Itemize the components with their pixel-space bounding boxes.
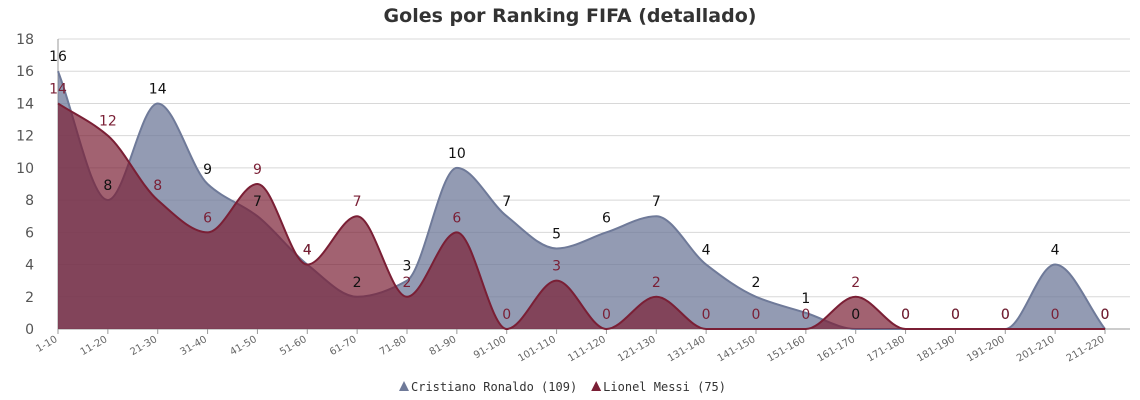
- legend-item-ronaldo[interactable]: Cristiano Ronaldo (109): [399, 380, 577, 394]
- x-tick-label: 111-120: [566, 334, 608, 364]
- data-label-ronaldo: 0: [1101, 307, 1110, 323]
- data-label-messi: 0: [702, 307, 711, 323]
- y-tick-label: 10: [16, 161, 34, 177]
- data-label-ronaldo: 7: [652, 194, 661, 210]
- data-label-messi: 0: [1101, 307, 1110, 323]
- x-axis: 1-10 11-20 21-30 31-40 41-50 51-60 61-70 71-80 8…: [34, 328, 1130, 364]
- area-fill-messi: [58, 103, 1105, 329]
- series-line-messi: [57, 102, 1105, 331]
- x-tick-label: 91-100: [472, 334, 508, 361]
- x-tick-label: 201-210: [1015, 334, 1057, 364]
- data-label-messi: 7: [353, 194, 362, 210]
- legend-item-messi[interactable]: Lionel Messi (75): [591, 380, 726, 394]
- x-tick-label: 101-110: [516, 334, 558, 364]
- data-label-messi: 4: [303, 243, 312, 259]
- legend-marker-ronaldo: [399, 381, 409, 391]
- x-tick-label: 71-80: [378, 334, 409, 358]
- data-label-ronaldo: 10: [448, 146, 466, 162]
- data-label-ronaldo: 14: [149, 81, 167, 97]
- data-label-messi: 8: [153, 178, 162, 194]
- data-label-messi: 0: [1051, 307, 1060, 323]
- data-label-ronaldo: 2: [752, 275, 761, 291]
- data-label-ronaldo: 1: [801, 291, 810, 307]
- data-label-messi: 2: [851, 275, 860, 291]
- data-label-messi: 14: [49, 81, 67, 97]
- data-label-messi: 3: [552, 259, 561, 275]
- x-tick-label: 181-190: [915, 334, 957, 364]
- legend-label-messi: Lionel Messi (75): [603, 380, 726, 394]
- x-tick-label: 81-90: [428, 334, 459, 358]
- x-tick-label: 1-10: [34, 334, 59, 355]
- data-label-messi: 0: [752, 307, 761, 323]
- x-tick-label: 31-40: [178, 334, 209, 358]
- data-label-ronaldo: 7: [502, 194, 511, 210]
- data-label-ronaldo: 2: [353, 275, 362, 291]
- x-tick-label: 191-200: [965, 334, 1007, 364]
- y-tick-label: 8: [25, 193, 34, 209]
- data-label-ronaldo: 9: [203, 162, 212, 178]
- y-axis: 0 2 4 6 8 10 12 14 16 18: [16, 32, 59, 338]
- data-label-messi: 0: [1001, 307, 1010, 323]
- y-tick-label: 14: [16, 96, 34, 112]
- series-areas: [57, 70, 1106, 331]
- data-label-ronaldo: 4: [702, 243, 711, 259]
- data-label-ronaldo: 4: [303, 243, 312, 259]
- x-tick-label: 11-20: [79, 334, 110, 358]
- y-tick-label: 12: [16, 129, 34, 145]
- legend-label-ronaldo: Cristiano Ronaldo (109): [411, 380, 577, 394]
- data-label-messi: 6: [452, 210, 461, 226]
- data-label-messi: 12: [99, 114, 117, 130]
- data-label-ronaldo: 5: [552, 226, 561, 242]
- x-tick-label: 61-70: [328, 334, 359, 358]
- x-tick-label: 51-60: [278, 334, 309, 358]
- data-label-messi: 2: [652, 275, 661, 291]
- legend-marker-messi: [591, 381, 602, 391]
- data-label-ronaldo: 4: [1051, 243, 1060, 259]
- x-tick-label: 41-50: [228, 334, 259, 358]
- y-tick-label: 6: [25, 225, 34, 241]
- data-label-ronaldo: 3: [403, 259, 412, 275]
- data-label-ronaldo: 0: [1001, 307, 1010, 323]
- data-label-ronaldo: 0: [901, 307, 910, 323]
- x-tick-label: 121-130: [616, 334, 658, 364]
- x-tick-label: 131-140: [666, 334, 708, 364]
- data-label-messi: 0: [951, 307, 960, 323]
- y-tick-label: 16: [16, 64, 34, 80]
- legend[interactable]: Cristiano Ronaldo (109) Lionel Messi (75…: [399, 380, 726, 394]
- x-tick-label: 151-160: [766, 334, 808, 364]
- data-label-ronaldo: 6: [602, 210, 611, 226]
- data-label-ronaldo: 16: [49, 49, 67, 65]
- y-tick-label: 4: [25, 258, 34, 274]
- data-label-messi: 6: [203, 210, 212, 226]
- x-tick-label: 141-150: [716, 334, 758, 364]
- y-tick-label: 18: [16, 32, 34, 48]
- data-label-ronaldo: 8: [103, 178, 112, 194]
- y-tick-label: 2: [25, 290, 34, 306]
- x-tick-label: 171-180: [865, 334, 907, 364]
- data-label-messi: 0: [901, 307, 910, 323]
- y-tick-label: 0: [25, 322, 34, 338]
- chart-title: Goles por Ranking FIFA (detallado): [384, 5, 757, 27]
- x-tick-label: 211-220: [1065, 334, 1107, 364]
- data-label-messi: 0: [602, 307, 611, 323]
- data-label-messi: 9: [253, 162, 262, 178]
- data-label-ronaldo: 0: [851, 307, 860, 323]
- data-label-messi: 2: [403, 275, 412, 291]
- data-label-messi: 0: [502, 307, 511, 323]
- data-label-ronaldo: 0: [951, 307, 960, 323]
- data-label-messi: 0: [801, 307, 810, 323]
- data-label-ronaldo: 7: [253, 194, 262, 210]
- x-tick-label: 161-170: [816, 334, 858, 364]
- x-tick-label: 21-30: [129, 334, 160, 358]
